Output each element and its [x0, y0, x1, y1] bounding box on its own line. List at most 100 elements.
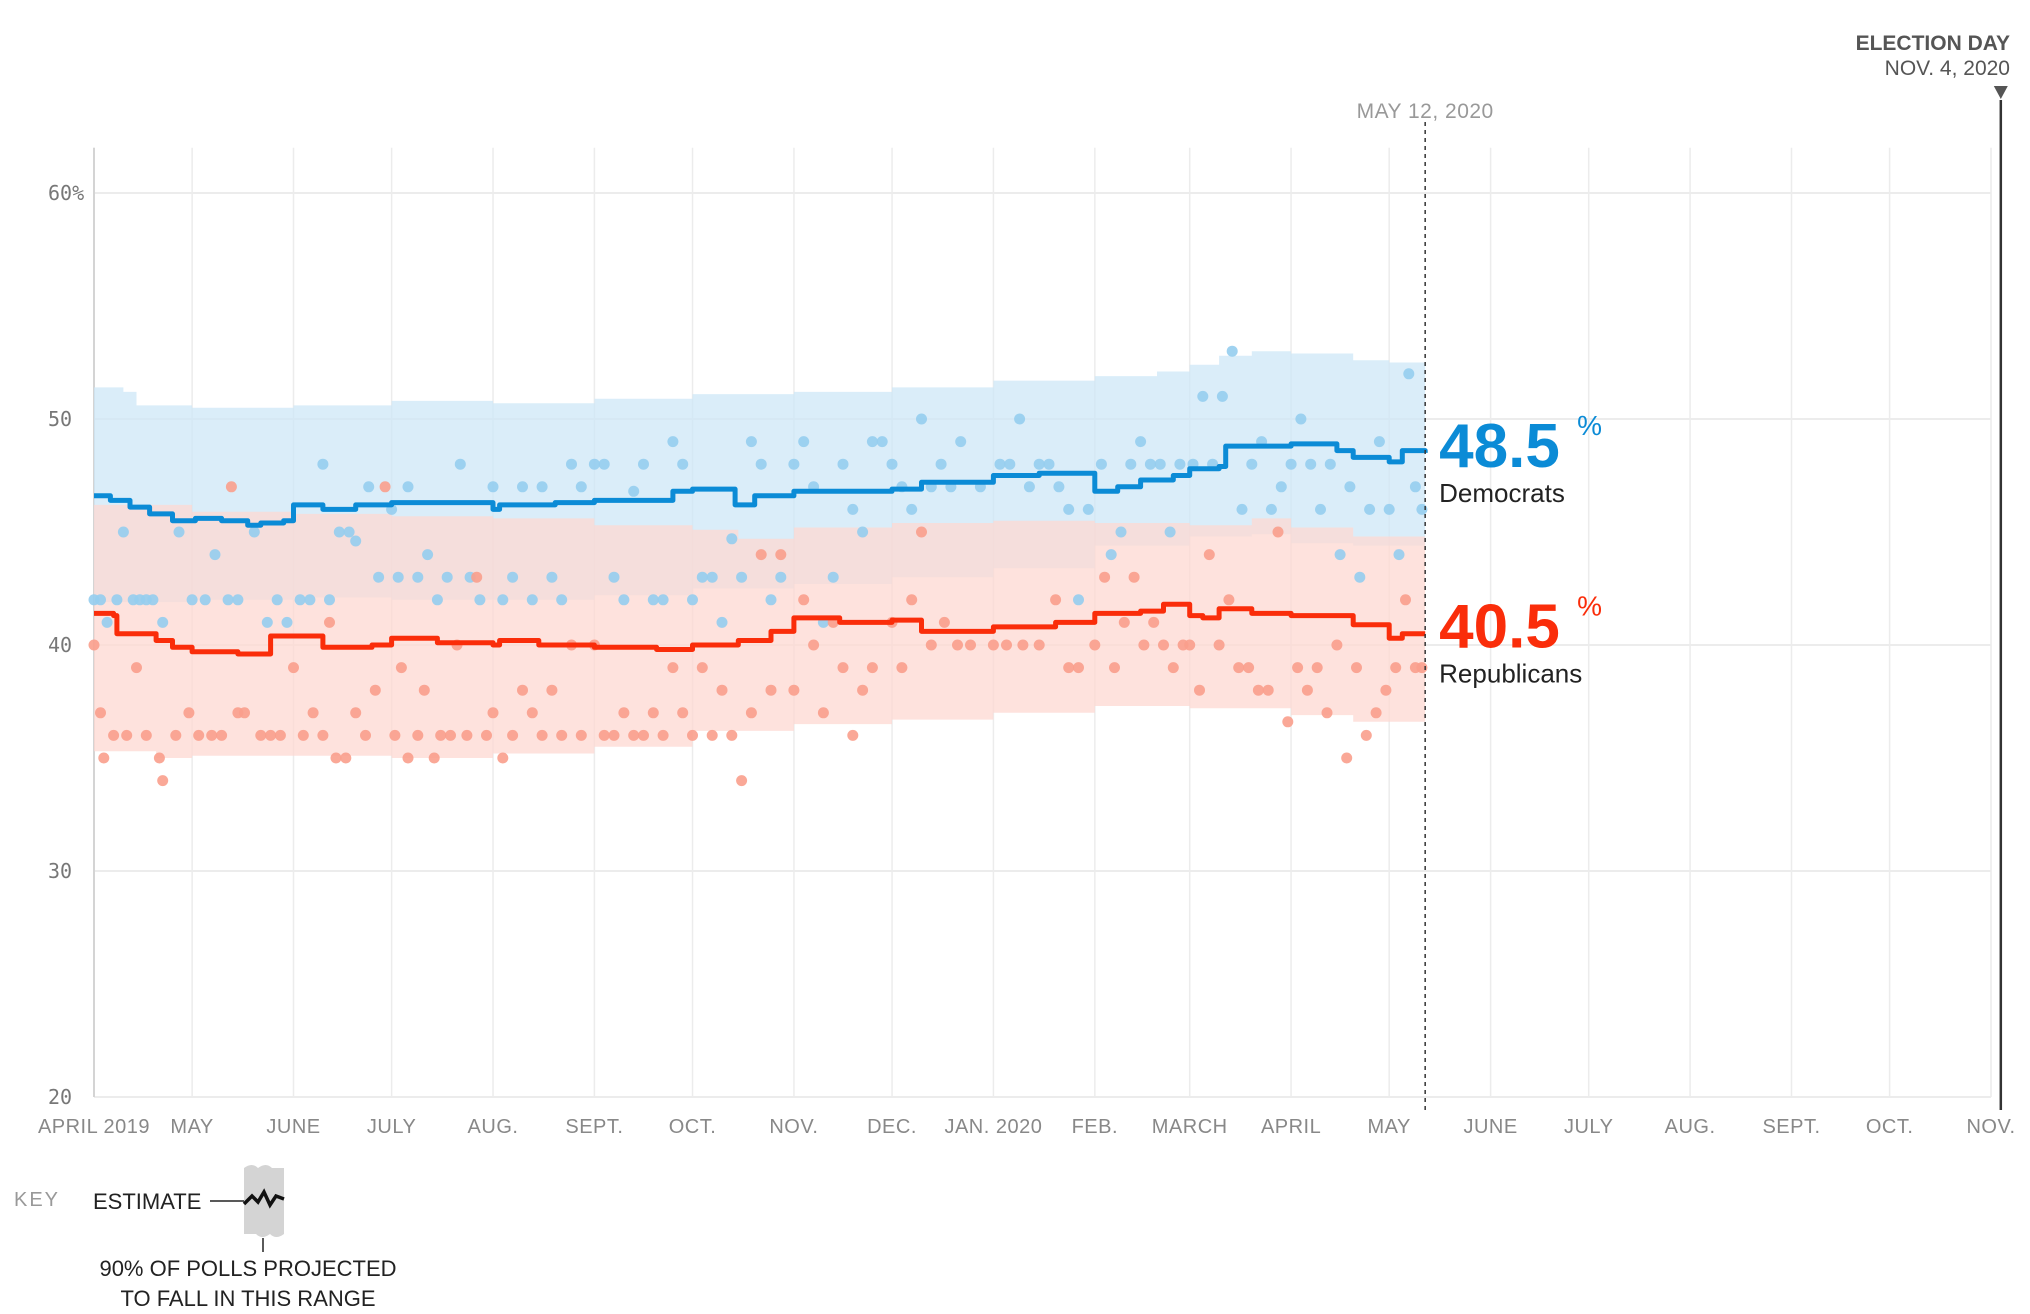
poll-dot-republicans	[379, 481, 391, 493]
poll-dot-democrats	[566, 458, 577, 470]
x-tick-label: DEC.	[867, 1116, 917, 1138]
poll-dot-republicans	[317, 729, 329, 741]
poll-dot-democrats	[441, 571, 453, 583]
poll-dot-republicans	[598, 729, 610, 741]
poll-dot-democrats	[1154, 458, 1166, 470]
poll-dot-republicans	[95, 707, 106, 719]
poll-dot-republicans	[1128, 571, 1140, 583]
poll-dot-democrats	[1095, 458, 1107, 470]
poll-dot-democrats	[454, 458, 466, 470]
poll-dot-republicans	[628, 729, 640, 741]
x-tick-label: NOV.	[769, 1116, 818, 1138]
poll-dot-democrats	[1246, 458, 1258, 470]
poll-dot-republicans	[108, 729, 120, 741]
poll-dot-democrats	[173, 526, 185, 538]
poll-dot-democrats	[696, 571, 708, 583]
poll-dot-republicans	[517, 684, 528, 696]
poll-dot-republicans	[857, 684, 869, 696]
poll-dot-democrats	[647, 594, 659, 606]
poll-dot-democrats	[1197, 390, 1209, 402]
poll-dot-republicans	[98, 752, 110, 764]
poll-dot-democrats	[556, 594, 568, 606]
poll-dot-republicans	[847, 729, 859, 741]
poll-dot-republicans	[1213, 639, 1225, 651]
poll-dot-republicans	[153, 752, 165, 764]
poll-dot-democrats	[1344, 481, 1356, 493]
x-tick-label: SEPT.	[1762, 1116, 1820, 1138]
poll-dot-democrats	[866, 436, 878, 448]
poll-dot-democrats	[1216, 390, 1228, 402]
poll-dot-republicans	[677, 707, 689, 719]
poll-dot-democrats	[333, 526, 345, 538]
percent-sign-republicans: %	[1577, 591, 1602, 622]
key-range-line2: TO FALL IN THIS RANGE	[120, 1286, 375, 1311]
poll-dot-republicans	[546, 684, 558, 696]
poll-dot-democrats	[517, 481, 528, 493]
y-tick-label: 50	[48, 407, 72, 431]
x-tick-label: MAY	[1368, 1116, 1411, 1138]
poll-dot-democrats	[1383, 503, 1395, 515]
poll-dot-republicans	[140, 729, 152, 741]
poll-dot-democrats	[677, 458, 689, 470]
poll-dot-republicans	[1380, 684, 1392, 696]
poll-dot-democrats	[507, 571, 519, 583]
x-tick-label: JUNE	[1463, 1116, 1517, 1138]
poll-dot-democrats	[304, 594, 316, 606]
poll-dot-republicans	[638, 729, 649, 741]
poll-dot-democrats	[788, 458, 800, 470]
poll-dot-republicans	[657, 729, 669, 741]
poll-dot-republicans	[389, 729, 401, 741]
poll-dot-republicans	[1282, 716, 1294, 728]
poll-dot-republicans	[183, 707, 195, 719]
poll-dot-democrats	[431, 594, 443, 606]
poll-dot-democrats	[294, 594, 306, 606]
key-range-swatch	[244, 1165, 284, 1237]
poll-dot-republicans	[788, 684, 800, 696]
poll-dot-republicans	[1321, 707, 1333, 719]
poll-dot-democrats	[628, 485, 640, 497]
poll-dot-democrats	[1285, 458, 1297, 470]
poll-dot-democrats	[392, 571, 404, 583]
poll-dot-democrats	[755, 458, 767, 470]
poll-dot-republicans	[1099, 571, 1111, 583]
poll-dot-republicans	[307, 707, 319, 719]
poll-dot-democrats	[1063, 503, 1075, 515]
series-label-democrats: Democrats	[1439, 478, 1565, 508]
poll-dot-republicans	[745, 707, 757, 719]
poll-dot-republicans	[987, 639, 999, 651]
poll-dot-democrats	[1053, 481, 1065, 493]
poll-dot-democrats	[412, 571, 424, 583]
poll-dot-republicans	[481, 729, 492, 741]
poll-dot-republicans	[1223, 594, 1235, 606]
poll-dot-republicans	[274, 729, 286, 741]
poll-dot-republicans	[157, 775, 169, 787]
x-tick-label: OCT.	[1866, 1116, 1914, 1138]
poll-dot-republicans	[330, 752, 342, 764]
x-tick-label: AUG.	[1665, 1116, 1716, 1138]
x-tick-label: NOV.	[1966, 1116, 2015, 1138]
poll-dot-republicans	[1252, 684, 1264, 696]
poll-dot-democrats	[281, 616, 293, 628]
poll-dot-democrats	[1324, 458, 1336, 470]
poll-dot-democrats	[1275, 481, 1287, 493]
poll-dot-republicans	[255, 729, 267, 741]
poll-dot-democrats	[765, 594, 777, 606]
poll-dot-democrats	[955, 436, 967, 448]
poll-dot-republicans	[1017, 639, 1029, 651]
poll-dot-democrats	[1403, 368, 1415, 380]
poll-dot-democrats	[474, 594, 486, 606]
poll-dot-republicans	[1416, 662, 1428, 674]
estimate-lines	[94, 441, 1428, 657]
poll-dot-democrats	[1073, 594, 1084, 606]
poll-dot-republicans	[487, 707, 499, 719]
band-republicans	[94, 504, 1426, 758]
poll-dot-democrats	[1125, 458, 1137, 470]
poll-dot-republicans	[225, 481, 237, 493]
poll-dot-republicans	[1148, 616, 1160, 628]
poll-dot-democrats	[186, 594, 198, 606]
poll-dot-republicans	[131, 662, 142, 674]
poll-dot-democrats	[526, 594, 538, 606]
x-tick-label: AUG.	[468, 1116, 519, 1138]
poll-dot-republicans	[360, 729, 371, 741]
